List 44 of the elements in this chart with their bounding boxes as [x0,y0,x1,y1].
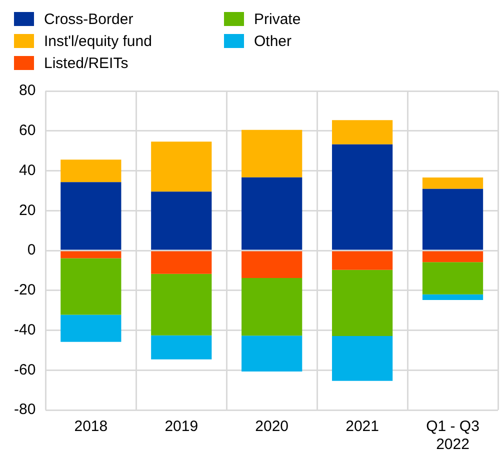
bar [151,335,212,360]
y-tick-label: 60 [18,122,36,140]
y-tick-label: 40 [18,162,36,179]
bar [151,274,212,336]
bar [422,262,484,294]
y-tick-label: -80 [14,401,36,418]
bar [151,142,212,192]
bar [332,120,393,144]
bar [422,251,484,262]
bar [332,251,393,270]
legend-label: Private [254,10,301,28]
legend-label: Cross-Border [44,10,134,28]
y-tick-label: -20 [14,282,36,299]
y-tick-label: 0 [27,242,36,259]
bar [332,270,393,336]
bar [60,160,122,182]
y-tick-label: 20 [18,202,36,219]
x-tick-label: 2020 [255,418,289,436]
bar [242,278,302,336]
y-tick-label: -60 [14,361,36,378]
bar [60,251,122,258]
bar [242,251,302,278]
legend-label: Listed/REITs [44,54,128,72]
x-tick-label: 2018 [74,418,108,436]
bar [151,251,212,274]
bar [332,336,393,381]
bar [332,144,393,250]
x-tick-label: Q1 - Q3 2022 [426,418,480,454]
legend-label: Other [254,32,292,50]
bar [422,178,484,189]
bar [60,258,122,315]
y-tick-label: -40 [14,321,36,338]
bar [60,314,122,342]
bar [60,182,122,250]
x-tick-label: 2021 [346,418,379,436]
bar [242,130,302,178]
y-tick-label: 80 [18,82,36,100]
bar [242,336,302,372]
legend-label: Inst'l/equity fund [44,32,152,50]
bar [422,294,484,300]
bar [242,177,302,250]
bar [422,188,484,250]
bar [151,192,212,250]
x-tick-label: 2019 [164,418,198,436]
